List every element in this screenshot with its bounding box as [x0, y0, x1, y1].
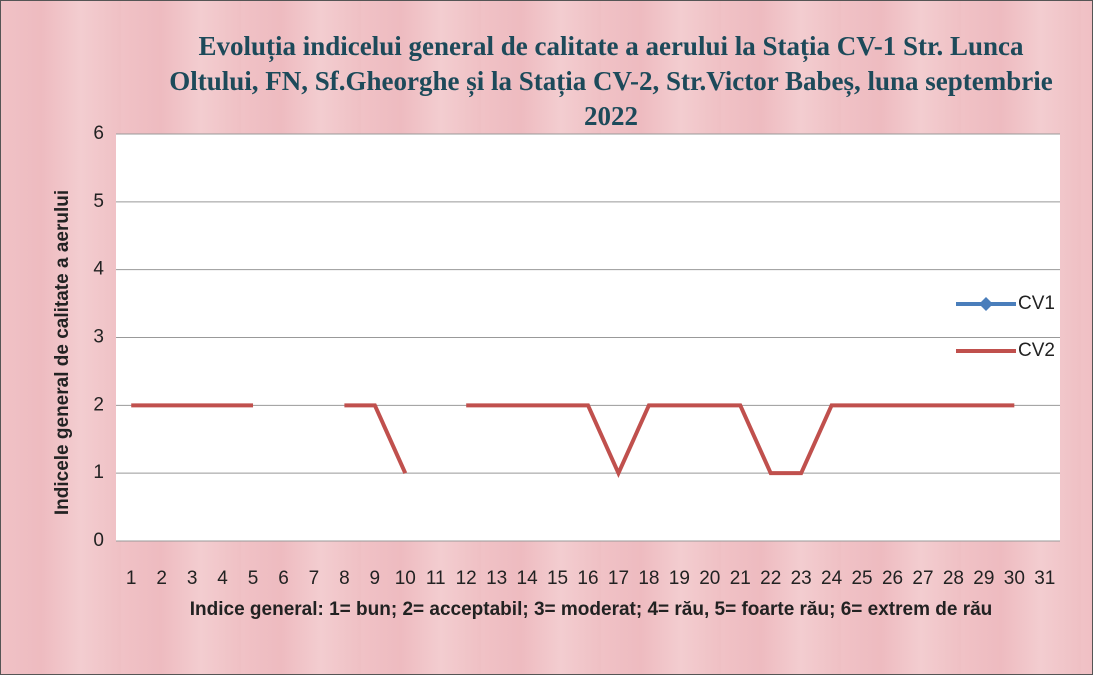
x-tick-label: 1	[126, 568, 137, 589]
x-tick-label: 2	[156, 568, 167, 589]
x-tick-label: 12	[456, 568, 477, 589]
x-tick-label: 17	[608, 568, 629, 589]
y-tick-label: 2	[93, 394, 104, 415]
y-tick-label: 3	[93, 327, 104, 348]
x-tick-label: 22	[760, 568, 781, 589]
x-tick-label: 9	[370, 568, 381, 589]
x-tick-label: 13	[486, 568, 507, 589]
x-tick-label: 21	[730, 568, 751, 589]
y-axis-label: Indicele general de calitate a aerului	[52, 190, 73, 515]
x-tick-label: 23	[791, 568, 812, 589]
y-tick-label: 5	[93, 191, 104, 212]
legend-marker	[979, 297, 993, 311]
legend-label: CV2	[1018, 340, 1055, 361]
x-tick-label: 11	[426, 568, 446, 589]
x-tick-label: 6	[278, 568, 289, 589]
x-tick-label: 3	[187, 568, 198, 589]
x-tick-label: 30	[1004, 568, 1025, 589]
y-tick-label: 4	[93, 259, 104, 280]
series-line	[131, 403, 1015, 479]
chart-title: Evoluția indicelui general de calitate a…	[169, 31, 1053, 131]
x-tick-label: 28	[943, 568, 964, 589]
x-tick-label: 25	[851, 568, 872, 589]
x-tick-label: 24	[821, 568, 843, 589]
x-tick-label: 18	[638, 568, 659, 589]
x-tick-label: 8	[339, 568, 350, 589]
x-tick-label: 27	[912, 568, 933, 589]
y-tick-label: 1	[93, 462, 104, 483]
legend-label: CV1	[1018, 293, 1055, 314]
y-tick-label: 0	[93, 530, 104, 551]
x-tick-label: 20	[699, 568, 720, 589]
x-tick-label: 10	[395, 568, 416, 589]
x-tick-label: 5	[248, 568, 259, 589]
x-tick-label: 16	[577, 568, 598, 589]
y-tick-label: 6	[93, 123, 104, 144]
x-tick-label: 29	[973, 568, 994, 589]
x-tick-label: 26	[882, 568, 903, 589]
x-axis-label: Indice general: 1= bun; 2= acceptabil; 3…	[189, 599, 993, 620]
x-tick-label: 7	[309, 568, 320, 589]
x-tick-label: 15	[547, 568, 568, 589]
x-tick-label: 14	[517, 568, 539, 589]
x-tick-label: 31	[1034, 568, 1055, 589]
x-tick-label: 19	[669, 568, 690, 589]
x-tick-label: 4	[217, 568, 228, 589]
